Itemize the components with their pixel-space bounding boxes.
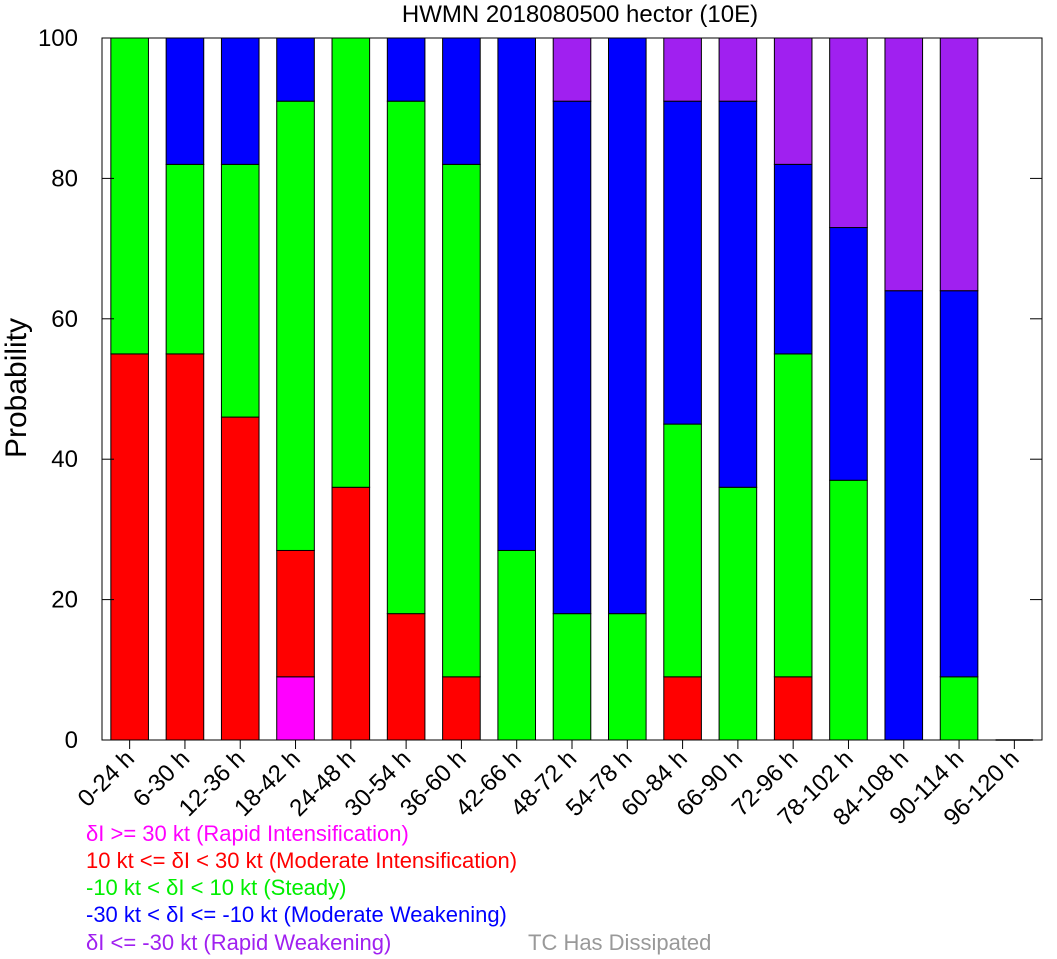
bar-segment-5-s3	[386, 37, 426, 102]
bar-segment-0-s2	[110, 37, 149, 355]
bar-segment-3-s3	[276, 37, 315, 102]
bar-segment-11-s3	[718, 100, 758, 488]
bar-segment-8-s2	[552, 613, 592, 741]
bar-segment-13-s2	[829, 479, 868, 741]
bar-segment-12-s3	[773, 163, 813, 355]
chart-title: HWMN 2018080500 hector (10E)	[402, 1, 758, 28]
bar-segment-9-s3	[607, 37, 647, 615]
y-tick-label-0: 0	[65, 727, 78, 754]
y-ticks: 0 20 40 60 80 100	[38, 25, 1042, 754]
bar-segment-5-s2	[386, 100, 426, 615]
bar-segment-6-s2	[442, 163, 481, 678]
legend-item-steady: -10 kt < δI < 10 kt (Steady)	[86, 875, 347, 900]
bar-segment-7-s3	[497, 37, 537, 551]
bar-segment-3-s2	[276, 100, 315, 551]
bar-segment-14-s3	[884, 290, 924, 741]
legend-item-rapid-intensification: δI >= 30 kt (Rapid Intensification)	[86, 821, 409, 846]
bar-segment-1-s2	[165, 163, 205, 355]
bar-segment-11-s4	[718, 37, 758, 102]
bar-segment-3-s1	[276, 549, 315, 678]
y-tick-label-2: 40	[51, 446, 78, 473]
bar-segment-8-s3	[552, 100, 592, 615]
legend-item-dissipated: TC Has Dissipated	[528, 930, 712, 955]
bar-segment-0-s1	[110, 353, 149, 741]
bar-segment-12-s4	[773, 37, 813, 165]
bar-segment-7-s2	[497, 549, 537, 741]
bar-segment-9-s2	[607, 613, 647, 741]
bar-segment-13-s4	[829, 37, 868, 229]
bar-segment-12-s2	[773, 353, 813, 678]
bar-segment-5-s1	[386, 613, 426, 741]
bar-segment-15-s2	[939, 676, 979, 741]
bar-segment-10-s4	[663, 37, 702, 102]
y-axis-label-group: Probability	[0, 318, 33, 458]
bar-segment-1-s3	[165, 37, 205, 165]
y-axis-label: Probability	[0, 318, 33, 458]
bar-segment-15-s4	[939, 37, 979, 292]
x-ticks: 0-24 h6-30 h12-36 h18-42 h24-48 h30-54 h…	[73, 740, 1025, 831]
bar-segment-11-s2	[718, 486, 758, 741]
x-tick-label-0: 0-24 h	[73, 745, 140, 812]
y-tick-label-1: 20	[51, 587, 78, 614]
y-tick-label-5: 100	[38, 25, 78, 52]
y-tick-label-4: 80	[51, 165, 78, 192]
bar-segment-8-s4	[552, 37, 592, 102]
bar-segment-13-s3	[829, 227, 868, 481]
bar-segment-2-s1	[220, 416, 260, 741]
bar-segment-15-s3	[939, 290, 979, 678]
y-tick-label-3: 60	[51, 306, 78, 333]
bar-segment-4-s2	[331, 37, 371, 488]
bar-segment-3-s0	[276, 676, 315, 741]
bar-segment-10-s2	[663, 423, 702, 678]
bar-segment-1-s1	[165, 353, 205, 741]
bar-segment-2-s3	[220, 37, 260, 165]
bar-segment-2-s2	[220, 163, 260, 418]
bar-segment-6-s3	[442, 37, 481, 165]
bar-segment-14-s4	[884, 37, 924, 292]
bar-segment-4-s1	[331, 486, 371, 741]
bar-segment-10-s1	[663, 676, 702, 741]
legend-item-moderate-weakening: -30 kt < δI <= -10 kt (Moderate Weakenin…	[86, 902, 507, 927]
legend-item-rapid-weakening: δI <= -30 kt (Rapid Weakening)	[86, 930, 392, 955]
bars-layer	[110, 37, 1034, 741]
bar-segment-6-s1	[442, 676, 481, 741]
bar-segment-12-s1	[773, 676, 813, 741]
bar-segment-10-s3	[663, 100, 702, 425]
legend-item-moderate-intensification: 10 kt <= δI < 30 kt (Moderate Intensific…	[86, 848, 518, 873]
